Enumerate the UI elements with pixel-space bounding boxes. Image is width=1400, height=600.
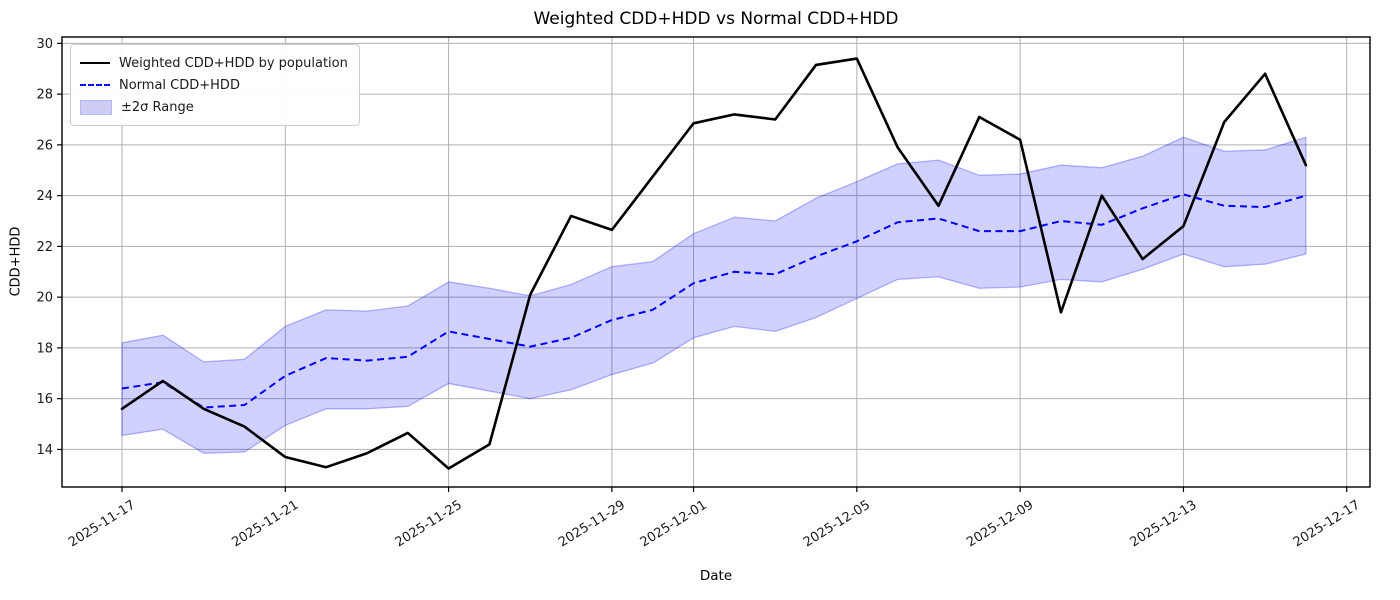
x-tick-label: 2025-11-29 — [556, 498, 628, 551]
x-tick-label: 2025-12-17 — [1291, 498, 1363, 551]
sigma-band — [121, 136, 1307, 454]
legend-item-sigma-band: ±2σ Range — [80, 96, 348, 118]
x-tick-label: 2025-11-17 — [66, 498, 138, 551]
legend: Weighted CDD+HDD by population Normal CD… — [70, 44, 360, 126]
x-tick-label: 2025-12-05 — [801, 498, 873, 551]
normal-line — [121, 193, 1307, 409]
x-tick-label: 2025-12-09 — [964, 498, 1036, 551]
y-tick-label: 30 — [36, 37, 53, 52]
y-tick-label: 16 — [36, 392, 53, 407]
x-tick-label: 2025-12-01 — [638, 498, 710, 551]
legend-label: Normal CDD+HDD — [119, 77, 240, 93]
x-axis-label: Date — [699, 568, 733, 584]
legend-label: Weighted CDD+HDD by population — [119, 55, 348, 71]
x-tick-label: 2025-12-13 — [1128, 498, 1200, 551]
y-tick-label: 28 — [36, 88, 53, 103]
weighted-line — [120, 57, 1308, 470]
y-tick-label: 22 — [36, 240, 53, 255]
x-tick-label: 2025-11-21 — [229, 498, 301, 551]
y-tick-label: 26 — [36, 138, 53, 153]
band-swatch-icon — [80, 99, 112, 115]
plot-border — [61, 36, 1371, 488]
legend-item-normal: Normal CDD+HDD — [80, 74, 348, 96]
y-axis-label: CDD+HDD — [8, 226, 24, 297]
legend-item-weighted: Weighted CDD+HDD by population — [80, 52, 348, 74]
legend-label: ±2σ Range — [121, 99, 194, 115]
y-tick-label: 20 — [36, 291, 53, 306]
y-tick-label: 14 — [36, 443, 53, 458]
solid-line-swatch-icon — [80, 62, 110, 64]
y-tick-label: 18 — [36, 341, 53, 356]
x-tick-label: 2025-11-25 — [393, 498, 465, 551]
chart-title: Weighted CDD+HDD vs Normal CDD+HDD — [533, 9, 899, 29]
y-tick-label: 24 — [36, 189, 53, 204]
dashed-line-swatch-icon — [80, 84, 110, 86]
